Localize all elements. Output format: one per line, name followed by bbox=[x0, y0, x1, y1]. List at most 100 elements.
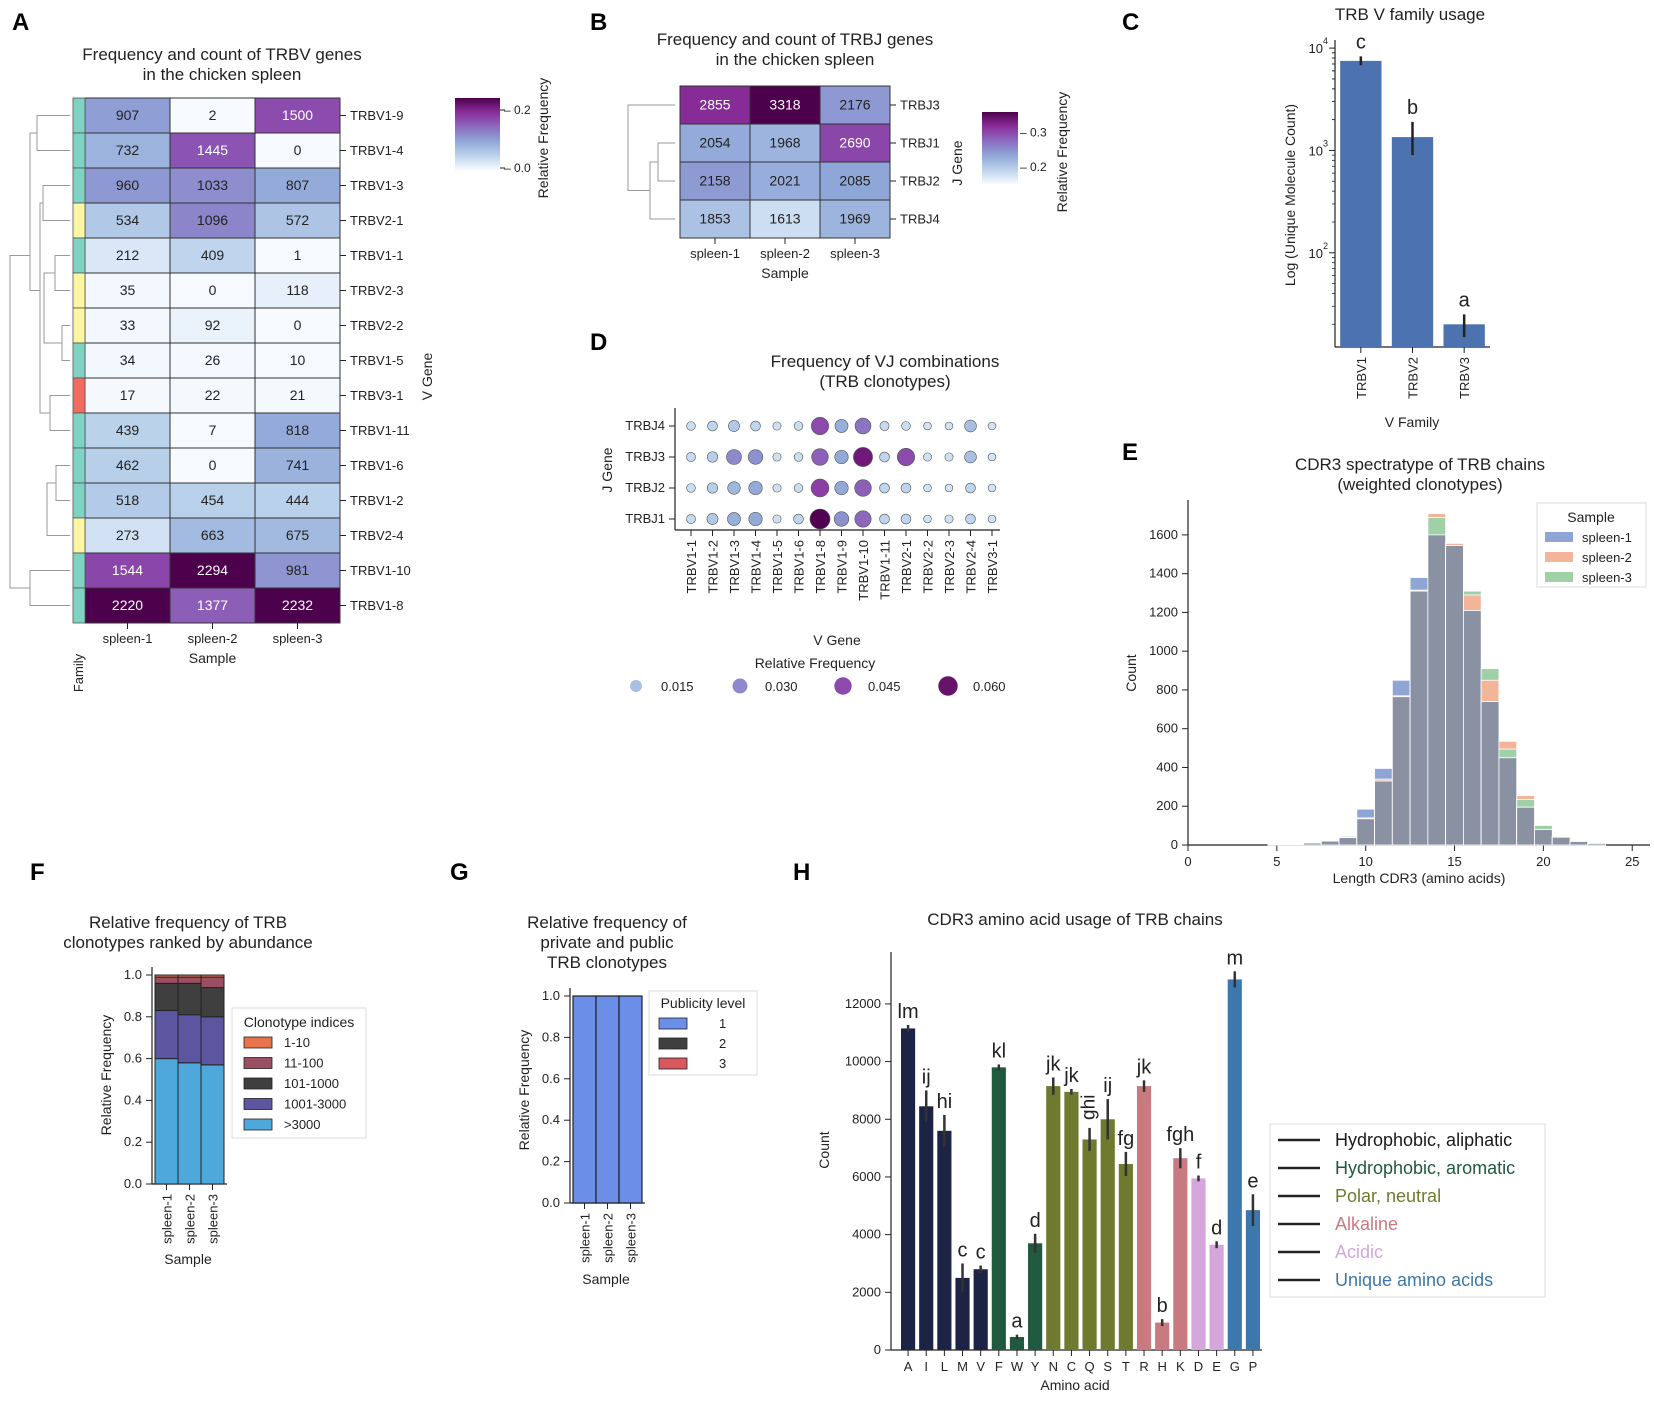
family-strip-cell bbox=[72, 377, 86, 414]
legend-label: spleen-1 bbox=[1582, 530, 1632, 545]
row-label: TRBV1-2 bbox=[350, 493, 403, 508]
y-tick-label: 10 bbox=[1309, 143, 1323, 158]
x-tick-label: G bbox=[1230, 1359, 1240, 1374]
column-label: spleen-3 bbox=[830, 246, 880, 261]
row-label: TRBV2-3 bbox=[350, 283, 403, 298]
histogram-overlap bbox=[1303, 842, 1322, 846]
dendrogram bbox=[627, 104, 675, 220]
heatmap-cell-label: 0 bbox=[294, 142, 302, 158]
y-tick-label: 1000 bbox=[1149, 643, 1178, 658]
stacked-segment bbox=[177, 976, 202, 984]
legend-swatch bbox=[243, 1057, 273, 1069]
legend-swatch bbox=[1545, 552, 1573, 562]
significance-letter: jk bbox=[1136, 1056, 1152, 1078]
histogram-overlap bbox=[1356, 818, 1375, 846]
x-axis-label: Sample bbox=[761, 265, 809, 281]
legend-swatch bbox=[1545, 572, 1573, 582]
histogram-overlap bbox=[1569, 841, 1589, 846]
chart-title: (TRB clonotypes) bbox=[819, 372, 950, 391]
histogram-overlap bbox=[1480, 701, 1500, 846]
panel-letter-f: F bbox=[30, 859, 45, 886]
heatmap-cell-label: 1377 bbox=[197, 597, 228, 613]
vj-dot bbox=[686, 452, 696, 462]
vj-dot bbox=[879, 421, 890, 431]
legend-swatch bbox=[658, 1057, 688, 1070]
column-label: spleen-3 bbox=[273, 631, 323, 646]
heatmap-cell bbox=[254, 132, 341, 169]
legend-box bbox=[231, 1007, 367, 1139]
x-tick-label: F bbox=[995, 1359, 1003, 1374]
x-axis-label: Sample bbox=[189, 650, 237, 666]
histogram-overlap bbox=[1463, 610, 1482, 846]
x-tick-label: spleen-3 bbox=[624, 1213, 639, 1263]
bar bbox=[1340, 60, 1382, 348]
significance-letter: a bbox=[1011, 1311, 1023, 1333]
dendrogram bbox=[9, 115, 70, 606]
stacked-segment bbox=[177, 1062, 202, 1185]
significance-letter: a bbox=[1459, 289, 1471, 311]
heatmap-cell-label: 439 bbox=[116, 422, 140, 438]
y-tick-label: TRBJ3 bbox=[625, 449, 665, 464]
bar bbox=[1082, 1139, 1097, 1350]
legend-label: >3000 bbox=[284, 1117, 321, 1132]
x-tick-label: L bbox=[941, 1359, 948, 1374]
stacked-segment bbox=[200, 987, 225, 1018]
x-tick-label: 10 bbox=[1358, 854, 1372, 869]
chart-title: Frequency of VJ combinations bbox=[771, 352, 1000, 371]
bar bbox=[955, 1277, 970, 1350]
x-tick-label: 20 bbox=[1536, 854, 1550, 869]
family-strip-cell bbox=[72, 447, 86, 484]
vj-dot bbox=[965, 482, 976, 494]
histogram-overlap bbox=[1409, 590, 1429, 846]
chart-title: CDR3 spectratype of TRB chains bbox=[1295, 455, 1545, 474]
heatmap-cell-label: 22 bbox=[205, 387, 221, 403]
x-axis-label: V Gene bbox=[813, 632, 861, 648]
heatmap-cell bbox=[169, 97, 256, 134]
vj-dot bbox=[707, 420, 718, 432]
y-tick-label: 0 bbox=[874, 1342, 881, 1357]
x-tick-label: T bbox=[1122, 1359, 1130, 1374]
y-tick-label: 10000 bbox=[845, 1054, 881, 1069]
heatmap-cell-label: 960 bbox=[116, 177, 140, 193]
stacked-segment bbox=[177, 974, 202, 978]
heatmap-cell-label: 0 bbox=[209, 457, 217, 473]
legend-swatch bbox=[243, 1098, 273, 1110]
x-tick-label: TRBV1-8 bbox=[813, 540, 828, 593]
x-tick-label: TRBV3 bbox=[1457, 357, 1472, 399]
x-tick-label: 0 bbox=[1184, 854, 1191, 869]
y-tick-label: 1200 bbox=[1149, 604, 1178, 619]
heatmap-cell bbox=[169, 237, 256, 274]
vj-dot bbox=[900, 513, 912, 525]
bar bbox=[1136, 1086, 1152, 1350]
heatmap-cell-label: 675 bbox=[286, 527, 310, 543]
x-tick-label: TRBV3-1 bbox=[985, 540, 1000, 593]
histogram-overlap bbox=[1498, 757, 1518, 846]
vj-dot bbox=[901, 421, 911, 431]
heatmap-cell bbox=[169, 377, 256, 414]
dendrogram-branch bbox=[49, 395, 70, 431]
heatmap-cell-label: 2220 bbox=[112, 597, 143, 613]
vj-dot bbox=[772, 421, 782, 431]
dendrogram-branch bbox=[29, 570, 70, 606]
colorbar-tick-label: – 0.0 bbox=[504, 161, 531, 175]
panel-letter-g: G bbox=[450, 859, 469, 886]
x-tick-label: spleen-1 bbox=[160, 1194, 175, 1244]
stacked-segment bbox=[154, 982, 179, 1012]
dendrogram-branch bbox=[657, 142, 675, 182]
x-tick-label: E bbox=[1212, 1359, 1221, 1374]
x-axis-label: Length CDR3 (amino acids) bbox=[1333, 870, 1506, 886]
dendrogram-branch bbox=[29, 132, 40, 291]
vj-dot bbox=[772, 514, 782, 524]
histogram-overlap bbox=[1516, 806, 1535, 846]
heatmap-cell bbox=[254, 587, 341, 624]
chart-title: Relative frequency of TRB bbox=[89, 913, 287, 932]
dendrogram-branch bbox=[46, 482, 70, 536]
heatmap-cell-label: 3318 bbox=[769, 97, 800, 113]
stacked-segment bbox=[154, 974, 179, 978]
family-strip-cell bbox=[72, 342, 86, 379]
chart-title: TRB clonotypes bbox=[547, 953, 667, 972]
x-tick-label: TRBV1-4 bbox=[749, 540, 764, 593]
vj-dot bbox=[854, 510, 872, 528]
